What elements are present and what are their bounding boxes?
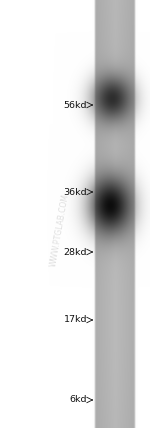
Text: WWW.PTGLAB.COM: WWW.PTGLAB.COM [49, 193, 71, 267]
Text: 36kd: 36kd [63, 187, 87, 196]
Text: 17kd: 17kd [63, 315, 87, 324]
Text: 28kd: 28kd [63, 247, 87, 256]
Text: 6kd: 6kd [69, 395, 87, 404]
Text: 56kd: 56kd [63, 101, 87, 110]
